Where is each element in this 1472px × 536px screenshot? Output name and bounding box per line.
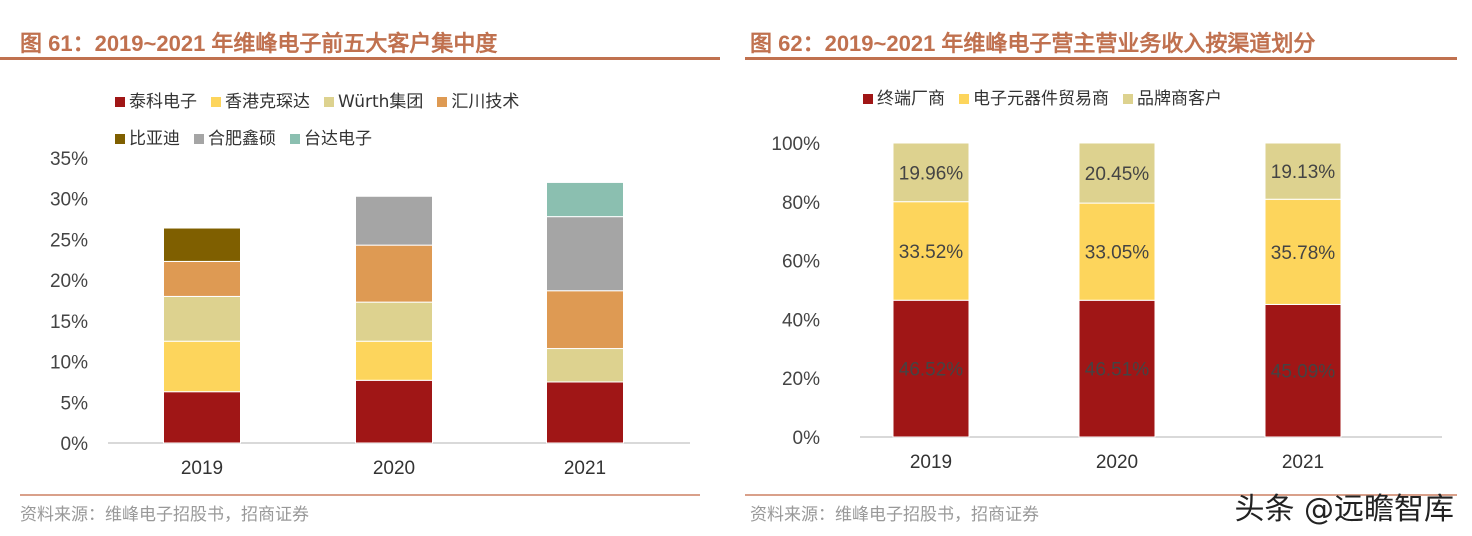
y-tick-label: 0% bbox=[61, 434, 89, 455]
bar-segment bbox=[355, 379, 433, 444]
y-tick-label: 20% bbox=[782, 369, 820, 390]
y-tick-label: 15% bbox=[50, 312, 88, 333]
bar-segment bbox=[1078, 142, 1156, 204]
y-tick-label: 5% bbox=[61, 393, 89, 414]
bar-segment bbox=[546, 290, 624, 350]
y-tick-label: 80% bbox=[782, 193, 820, 214]
bar-segment bbox=[1264, 303, 1342, 438]
legend-label: 比亚迪 bbox=[129, 129, 180, 149]
y-tick-label: 100% bbox=[771, 134, 820, 155]
bar-segment bbox=[355, 301, 433, 342]
bar-segment bbox=[892, 142, 970, 203]
bar-segment bbox=[546, 381, 624, 444]
legend-swatch bbox=[194, 134, 204, 144]
chart-panel-left: 图 61：2019~2021 年维峰电子前五大客户集中度 泰科电子 香港克琛达 Wü… bbox=[0, 0, 720, 536]
title-rule bbox=[0, 57, 720, 60]
legend: 终端厂商 电子元器件贸易商 品牌商客户 bbox=[863, 84, 1236, 109]
legend-swatch bbox=[115, 97, 125, 107]
legend-swatch bbox=[115, 134, 125, 144]
legend-label: 电子元器件贸易商 bbox=[973, 89, 1109, 109]
chart-panel-right: 图 62：2019~2021 年维峰电子营主营业务收入按渠道划分 终端厂商 电子元… bbox=[745, 0, 1472, 536]
legend-item: 电子元器件贸易商 bbox=[959, 89, 1109, 109]
legend-label: 台达电子 bbox=[304, 129, 372, 149]
source-rule bbox=[20, 494, 700, 496]
legend-label: 终端厂商 bbox=[877, 89, 945, 109]
data-label: 35.78% bbox=[1271, 243, 1336, 264]
y-tick-label: 10% bbox=[50, 353, 88, 374]
source-rule bbox=[745, 494, 1457, 496]
legend-swatch bbox=[437, 97, 448, 107]
watermark: 头条 @远瞻智库 bbox=[1234, 492, 1454, 527]
legend-label: 汇川技术 bbox=[451, 92, 520, 112]
bar-segment bbox=[892, 299, 970, 438]
data-label: 33.05% bbox=[1085, 243, 1150, 264]
bar-segment bbox=[355, 340, 433, 381]
legend-swatch bbox=[211, 97, 221, 107]
bar-segment bbox=[1078, 299, 1156, 438]
y-tick-label: 40% bbox=[782, 310, 820, 331]
legend-item: 泰科电子 bbox=[115, 92, 197, 112]
bar-segment bbox=[892, 201, 970, 301]
bar-segment bbox=[163, 260, 241, 297]
legend-item: 比亚迪 bbox=[115, 129, 180, 149]
x-tick-label: 2019 bbox=[181, 458, 223, 479]
legend-item: 香港克琛达 bbox=[211, 92, 310, 112]
legend-item: Würth集团 bbox=[324, 92, 423, 112]
chart-plot: 0% 5% 10% 15% 20% 25% 30% 35% 2019 2020 2021 bbox=[50, 149, 690, 479]
bar-segment bbox=[1264, 198, 1342, 305]
source-note: 资料来源：维峰电子招股书，招商证券 bbox=[20, 505, 309, 525]
y-tick-label: 35% bbox=[50, 149, 88, 170]
chart-title: 图 62：2019~2021 年维峰电子营主营业务收入按渠道划分 bbox=[750, 31, 1316, 56]
bar-segment bbox=[1078, 202, 1156, 301]
bar-segment bbox=[163, 340, 241, 393]
legend-swatch bbox=[863, 94, 873, 104]
bar-segment bbox=[163, 295, 241, 342]
data-label: 46.51% bbox=[1085, 360, 1150, 381]
y-tick-label: 25% bbox=[50, 230, 88, 251]
legend-item: 合肥鑫硕 bbox=[194, 129, 276, 149]
source-note: 资料来源：维峰电子招股书，招商证券 bbox=[750, 505, 1039, 525]
legend-swatch bbox=[290, 134, 300, 144]
y-tick-label: 60% bbox=[782, 252, 820, 273]
x-tick-label: 2021 bbox=[1282, 452, 1324, 473]
data-label: 46.52% bbox=[899, 360, 964, 381]
bar-segment bbox=[355, 195, 433, 246]
legend-item: 汇川技术 bbox=[437, 92, 519, 112]
title-rule bbox=[745, 57, 1457, 60]
bar-segment bbox=[355, 244, 433, 303]
legend-label: Würth集团 bbox=[338, 92, 424, 112]
bar-segment bbox=[546, 216, 624, 292]
legend-item: 终端厂商 bbox=[863, 89, 945, 109]
bar-segment bbox=[1264, 142, 1342, 200]
data-label: 20.45% bbox=[1085, 164, 1150, 185]
data-label: 33.52% bbox=[899, 242, 964, 263]
legend-label: 香港克琛达 bbox=[225, 92, 310, 112]
legend-label: 合肥鑫硕 bbox=[208, 129, 276, 149]
chart-title: 图 61：2019~2021 年维峰电子前五大客户集中度 bbox=[20, 31, 498, 56]
x-tick-label: 2020 bbox=[373, 458, 415, 479]
x-tick-label: 2019 bbox=[910, 452, 952, 473]
data-label: 19.13% bbox=[1271, 162, 1336, 183]
data-label: 45.09% bbox=[1271, 362, 1336, 383]
bar-segment bbox=[546, 348, 624, 383]
y-tick-label: 30% bbox=[50, 190, 88, 211]
legend: 泰科电子 香港克琛达 Würth集团 汇川技术比亚迪 合肥鑫硕 台达电子 bbox=[115, 84, 675, 158]
legend-item: 品牌商客户 bbox=[1123, 89, 1222, 109]
bar-segment bbox=[163, 227, 241, 262]
legend-item: 台达电子 bbox=[290, 129, 372, 149]
bar-segment bbox=[163, 391, 241, 444]
legend-label: 品牌商客户 bbox=[1137, 89, 1222, 109]
chart-plot: 0% 20% 40% 60% 80% 100% 2019 46.52% 33.52% 19.96%… bbox=[771, 134, 1442, 473]
x-tick-label: 2021 bbox=[564, 458, 606, 479]
y-tick-label: 20% bbox=[50, 271, 88, 292]
bar-segment bbox=[546, 181, 624, 218]
legend-swatch bbox=[1123, 94, 1133, 104]
data-label: 19.96% bbox=[899, 163, 964, 184]
legend-label: 泰科电子 bbox=[129, 92, 197, 112]
legend-swatch bbox=[324, 97, 334, 107]
legend-swatch bbox=[959, 94, 969, 104]
y-tick-label: 0% bbox=[793, 428, 821, 449]
x-tick-label: 2020 bbox=[1096, 452, 1138, 473]
